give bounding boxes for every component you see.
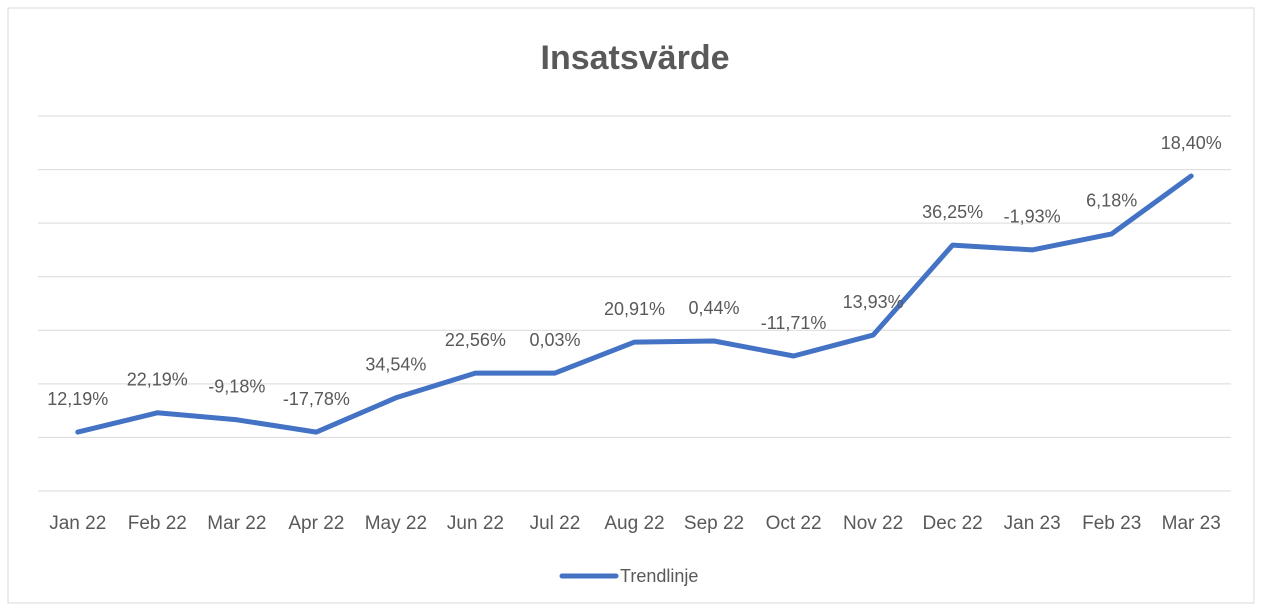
data-label: 6,18% <box>1086 191 1137 211</box>
data-label: 36,25% <box>922 202 983 222</box>
data-label: 34,54% <box>365 355 426 375</box>
x-tick-label: Mar 23 <box>1162 513 1221 534</box>
x-tick-label: Apr 22 <box>288 513 344 534</box>
x-tick-label: Sep 22 <box>684 513 744 534</box>
x-tick-label: Jul 22 <box>530 513 581 534</box>
chart-title: Insatsvärde <box>541 39 730 77</box>
x-tick-label: Jan 23 <box>1004 513 1061 534</box>
x-tick-label: Feb 22 <box>128 513 187 534</box>
x-tick-label: Mar 22 <box>207 513 266 534</box>
data-label: 0,03% <box>529 330 580 350</box>
x-tick-label: Jan 22 <box>49 513 106 534</box>
data-label: -17,78% <box>283 389 350 409</box>
data-label: 20,91% <box>604 299 665 319</box>
data-label: 0,44% <box>689 298 740 318</box>
x-tick-label: May 22 <box>365 513 427 534</box>
x-tick-label: Dec 22 <box>923 513 983 534</box>
x-tick-label: Nov 22 <box>843 513 903 534</box>
data-label: 22,19% <box>127 370 188 390</box>
data-label: 22,56% <box>445 330 506 350</box>
x-tick-label: Aug 22 <box>604 513 664 534</box>
data-line <box>75 173 1194 435</box>
data-label: -9,18% <box>208 377 265 397</box>
x-tick-label: Jun 22 <box>447 513 504 534</box>
data-label: -1,93% <box>1004 207 1061 227</box>
legend-label: Trendlinje <box>620 566 698 586</box>
data-label: 18,40% <box>1161 133 1222 153</box>
chart-frame <box>7 7 1255 604</box>
data-label: 12,19% <box>47 389 108 409</box>
data-label: -11,71% <box>761 313 827 333</box>
data-label: 13,93% <box>843 292 904 312</box>
x-tick-label: Oct 22 <box>766 513 822 534</box>
x-tick-label: Feb 23 <box>1082 513 1141 534</box>
